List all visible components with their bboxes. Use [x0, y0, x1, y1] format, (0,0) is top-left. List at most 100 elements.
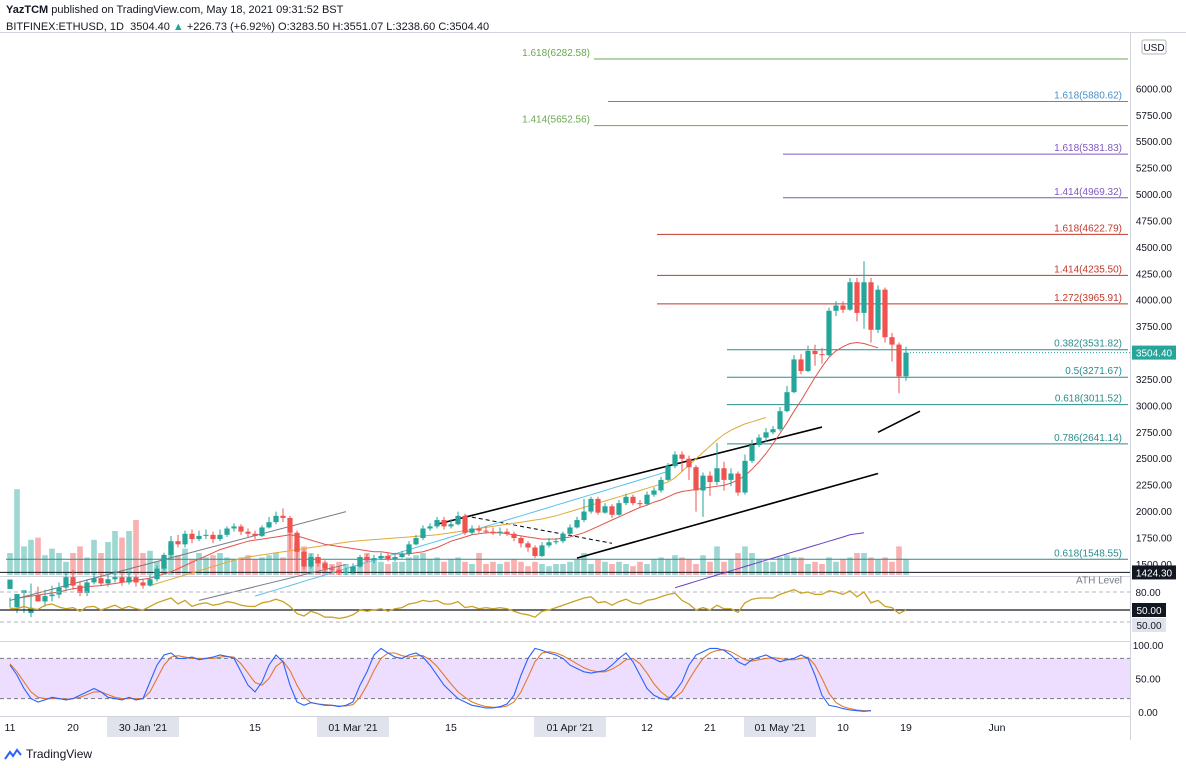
candle [406, 541, 412, 556]
time-tick-label: 15 [249, 722, 261, 734]
candle [126, 571, 132, 585]
time-tick-label: 20 [67, 722, 79, 734]
time-tick-label: 12 [641, 722, 653, 734]
price-tick-label: 3000.00 [1136, 401, 1173, 412]
close-value: 3504.40 [449, 21, 490, 33]
fib-level-label: 0.5(3271.67) [1065, 366, 1122, 377]
candle-body [511, 533, 517, 539]
price-tick-label: 3750.00 [1136, 322, 1173, 333]
volume-bar [518, 561, 524, 575]
candle-body [392, 557, 398, 560]
publish-line: YazTCM published on TradingView.com, May… [6, 3, 489, 17]
current-price-box [1132, 345, 1176, 360]
candle-body [98, 578, 104, 584]
candle-body [301, 551, 307, 567]
candle [819, 347, 825, 364]
volume-bar [399, 561, 405, 575]
candle [504, 528, 510, 536]
time-tick-label: 19 [900, 722, 912, 734]
volume-bar [175, 555, 181, 575]
volume-bar [105, 542, 111, 575]
volume-bar [665, 559, 671, 575]
time-tick-label: 01 Mar '21 [328, 722, 377, 734]
candle-body [763, 432, 769, 438]
volume-bar [770, 561, 776, 575]
candle [525, 541, 531, 552]
stoch-k-line [9, 647, 872, 712]
trendline-lower-channel [576, 472, 879, 559]
price-tick-label: 2750.00 [1136, 428, 1173, 439]
stoch-tick-label: 100.00 [1133, 641, 1164, 652]
candle [434, 516, 440, 529]
candle [546, 538, 552, 548]
candle [609, 504, 615, 518]
candle [847, 278, 853, 311]
volume-bar [875, 559, 881, 575]
volume-bar [210, 555, 216, 575]
candle-body [406, 544, 412, 554]
rsi-level-label: 50.00 [1136, 606, 1161, 617]
time-tick-label: Jun [989, 722, 1006, 734]
candle [343, 567, 349, 575]
candle [805, 345, 811, 373]
volume-bar [462, 561, 468, 575]
candle [735, 471, 741, 496]
volume-bar [630, 566, 636, 575]
candle [889, 332, 895, 362]
candle [245, 528, 251, 537]
candle-body [434, 520, 440, 527]
candle-body [581, 511, 587, 521]
candle [777, 406, 783, 432]
candle [399, 550, 405, 559]
candle [553, 538, 559, 545]
candle [630, 494, 636, 506]
candle-body [266, 522, 272, 528]
volume-bar [483, 564, 489, 575]
symbol-label[interactable]: BITFINEX:ETHUSD, 1D [6, 21, 124, 33]
volume-bar [742, 546, 748, 575]
candle-body [329, 568, 335, 570]
candle [658, 476, 664, 493]
open-value: 3283.50 [289, 21, 330, 33]
candle [308, 553, 314, 569]
volume-bar [714, 546, 720, 575]
candle [420, 525, 426, 541]
tradingview-footer[interactable]: TradingView [4, 745, 92, 763]
ma20-line [16, 341, 879, 599]
candle-body [770, 429, 776, 433]
candle [322, 560, 328, 572]
candle [189, 529, 195, 544]
candle [224, 526, 230, 537]
volume-bar [119, 537, 125, 575]
candle [462, 513, 468, 535]
candle [182, 530, 188, 548]
published-text: published on TradingView.com, May 18, 20… [51, 4, 344, 16]
candle [595, 496, 601, 515]
publisher-name[interactable]: YazTCM [6, 4, 49, 16]
volume-bar [819, 564, 825, 575]
volume-bar [84, 557, 90, 575]
volume-bar [889, 561, 895, 575]
volume-bar [490, 561, 496, 575]
candle-body [672, 454, 678, 467]
fib-level-label: 1.414(4969.32) [1054, 187, 1122, 198]
stoch-tick-label: 0.00 [1138, 708, 1158, 719]
candle-body [567, 527, 573, 534]
fib-level-label: 0.618(3011.52) [1055, 394, 1122, 405]
candle-body [721, 468, 727, 480]
candle [70, 569, 76, 590]
candle-body [791, 359, 797, 393]
candle [700, 472, 706, 517]
candle [105, 575, 111, 587]
volume-bar [434, 557, 440, 575]
candle [91, 572, 97, 585]
price-tick-label: 3250.00 [1136, 375, 1173, 386]
candle [854, 278, 860, 322]
candle-body [805, 350, 811, 372]
candle [133, 575, 139, 587]
candle [231, 523, 237, 532]
candle-body [665, 466, 671, 480]
time-tick-label: 30 Jan '21 [119, 722, 167, 734]
volume-bar [721, 561, 727, 575]
candle [833, 301, 839, 317]
